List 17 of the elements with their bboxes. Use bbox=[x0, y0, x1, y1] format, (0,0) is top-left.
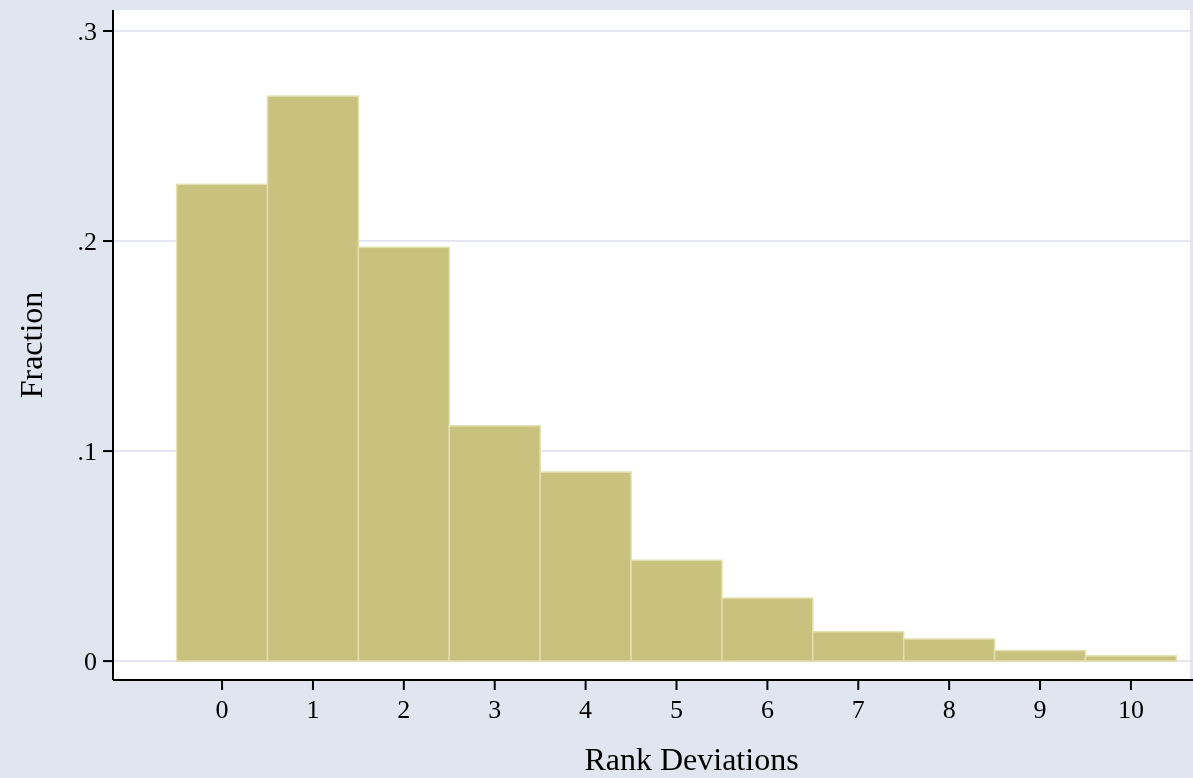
x-tick-label: 4 bbox=[579, 695, 593, 724]
y-tick-label: .1 bbox=[77, 437, 97, 467]
x-tick-label: 9 bbox=[1033, 695, 1047, 724]
x-tick-label: 10 bbox=[1117, 695, 1144, 724]
x-tick-label: 7 bbox=[851, 695, 865, 724]
x-tick-label: 2 bbox=[397, 695, 411, 724]
x-tick-label: 1 bbox=[306, 695, 320, 724]
x-tick-label: 5 bbox=[669, 695, 683, 724]
y-axis-title: Fraction bbox=[13, 291, 49, 399]
x-tick-label: 3 bbox=[488, 695, 502, 724]
y-tick-label: .3 bbox=[77, 17, 97, 47]
x-tick-label: 0 bbox=[215, 695, 229, 724]
x-tick-label: 6 bbox=[760, 695, 774, 724]
x-axis-title: Rank Deviations bbox=[584, 741, 799, 777]
y-tick-label: 0 bbox=[84, 647, 97, 677]
x-tick-label: 8 bbox=[942, 695, 956, 724]
y-tick-label: .2 bbox=[77, 227, 97, 257]
